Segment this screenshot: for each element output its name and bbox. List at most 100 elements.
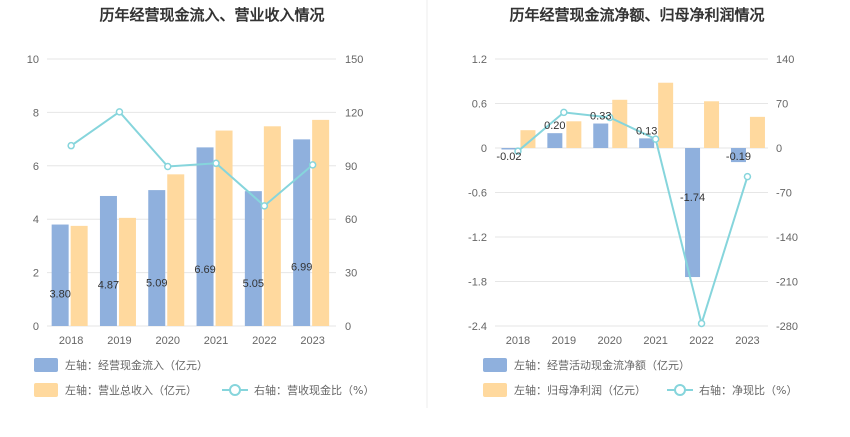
grid-lines: [495, 58, 768, 327]
bar: [215, 130, 233, 326]
left-axis: -2.4 -1.8 -1.2 -0.6 0 0.6 1.2: [468, 54, 487, 333]
bar: [196, 147, 214, 326]
bar: [520, 130, 536, 148]
line-point: [164, 162, 172, 171]
right-tick-label: 70: [776, 99, 788, 111]
legend[interactable]: 左轴：经营活动现金流净额（亿元） 左轴：归母净利润（亿元） 右轴：净现比（%）: [483, 358, 797, 397]
right-tick-label: -210: [776, 277, 798, 289]
bar: [730, 148, 746, 163]
legend-item-bar1[interactable]: 左轴：经营活动现金流净额（亿元）: [483, 358, 690, 372]
legend-label: 左轴：经营活动现金流净额（亿元）: [514, 358, 690, 372]
bar: [293, 139, 311, 326]
left-tick-label: 0: [33, 321, 39, 333]
left-tick-label: 6: [33, 161, 39, 173]
line-point: [743, 172, 752, 181]
legend-item-bar1[interactable]: 左轴：经营现金流入（亿元）: [34, 358, 208, 372]
data-label: 6.99: [291, 261, 312, 273]
bar: [547, 133, 563, 148]
x-axis: 2018 2019 2020 2021 2022 2023: [59, 335, 325, 347]
data-label: 4.87: [98, 279, 119, 291]
data-label: 5.05: [243, 278, 264, 290]
data-label: -1.74: [680, 192, 705, 204]
x-tick-label: 2023: [300, 335, 324, 347]
data-labels: -0.02 0.20 0.33 0.13 -1.74 -0.19: [496, 111, 751, 205]
line-point: [115, 108, 124, 116]
x-axis: 2018 2019 2020 2021 2022 2023: [506, 335, 760, 347]
legend-label: 右轴：净现比（%）: [699, 383, 797, 397]
line-path: [70, 110, 314, 208]
data-label: 0.20: [544, 120, 565, 132]
line-point: [67, 141, 75, 150]
legend-label: 左轴：归母净利润（亿元）: [514, 383, 646, 397]
x-tick-label: 2022: [689, 335, 713, 347]
bar: [167, 174, 185, 326]
data-labels: 3.80 4.87 5.09 6.69 5.05 6.99: [49, 261, 312, 300]
left-tick-label: 8: [33, 107, 39, 119]
line-point: [260, 202, 269, 210]
data-label: -0.19: [726, 151, 751, 163]
data-label: 0.13: [636, 125, 657, 137]
x-tick-label: 2018: [59, 335, 83, 347]
legend-marker: [674, 384, 686, 396]
x-tick-label: 2020: [156, 335, 180, 347]
data-label: 0.33: [590, 111, 611, 123]
bar: [312, 119, 330, 326]
left-tick-label: -0.6: [468, 188, 487, 200]
left-tick-label: 10: [27, 54, 39, 66]
x-tick-label: 2022: [252, 335, 276, 347]
legend[interactable]: 左轴：经营现金流入（亿元） 左轴：营业总收入（亿元） 右轴：营收现金比（%）: [34, 358, 374, 397]
line-point: [651, 135, 660, 143]
line-series: [67, 108, 317, 210]
x-tick-label: 2021: [204, 335, 228, 347]
bar: [749, 116, 765, 148]
right-tick-label: 30: [345, 268, 357, 280]
right-tick-label: 60: [345, 214, 357, 226]
legend-label: 左轴：营业总收入（亿元）: [65, 383, 197, 397]
line-series: [514, 108, 752, 328]
bar: [244, 191, 262, 326]
x-tick-label: 2018: [506, 335, 530, 347]
bar: [501, 148, 517, 150]
data-label: 6.69: [194, 264, 215, 276]
line-path: [517, 111, 749, 328]
data-label: 3.80: [49, 289, 70, 301]
line-point: [697, 319, 706, 328]
legend-item-line[interactable]: 右轴：净现比（%）: [667, 383, 797, 397]
bar: [118, 217, 136, 326]
data-label: 5.09: [146, 278, 167, 290]
legend-label: 左轴：经营现金流入（亿元）: [65, 358, 208, 372]
left-tick-label: 0.6: [472, 99, 487, 111]
chart-title: 历年经营现金流净额、归母净利润情况: [509, 6, 764, 24]
left-tick-label: 1.2: [472, 54, 487, 66]
x-tick-label: 2021: [643, 335, 667, 347]
bar: [70, 225, 88, 326]
legend-item-bar2[interactable]: 左轴：归母净利润（亿元）: [483, 383, 646, 397]
legend-item-bar2[interactable]: 左轴：营业总收入（亿元）: [34, 383, 197, 397]
legend-item-line[interactable]: 右轴：营收现金比（%）: [222, 383, 374, 397]
bar: [148, 190, 166, 326]
right-axis: -280 -210 -140 -70 0 70 140: [776, 54, 798, 333]
legend-swatch: [34, 358, 58, 372]
left-tick-label: 4: [33, 214, 39, 226]
bar: [263, 126, 281, 326]
legend-swatch: [483, 383, 507, 397]
bar: [566, 121, 582, 148]
left-tick-label: -2.4: [468, 321, 487, 333]
left-axis: 0 2 4 6 8 10: [27, 54, 39, 333]
bar: [704, 101, 720, 148]
line-point: [514, 147, 522, 155]
bar: [685, 148, 701, 278]
right-tick-label: 0: [776, 143, 782, 155]
cash-inflow-revenue-chart: 历年经营现金流入、营业收入情况 0 2 4 6 8 10 0 30 60 90 120 150 3.…: [27, 6, 374, 397]
bar-series: [51, 119, 330, 326]
bar: [99, 195, 117, 326]
legend-swatch: [483, 358, 507, 372]
line-point: [308, 161, 317, 169]
bar: [593, 123, 609, 148]
right-tick-label: 140: [776, 54, 794, 66]
net-cashflow-profit-chart: 历年经营现金流净额、归母净利润情况 -2.4 -1.8 -1.2 -0.6 0 0.6 1.…: [468, 6, 798, 397]
data-label: -0.02: [496, 151, 521, 163]
right-tick-label: 90: [345, 161, 357, 173]
bar: [51, 224, 69, 326]
right-axis: 0 30 60 90 120 150: [345, 54, 363, 333]
